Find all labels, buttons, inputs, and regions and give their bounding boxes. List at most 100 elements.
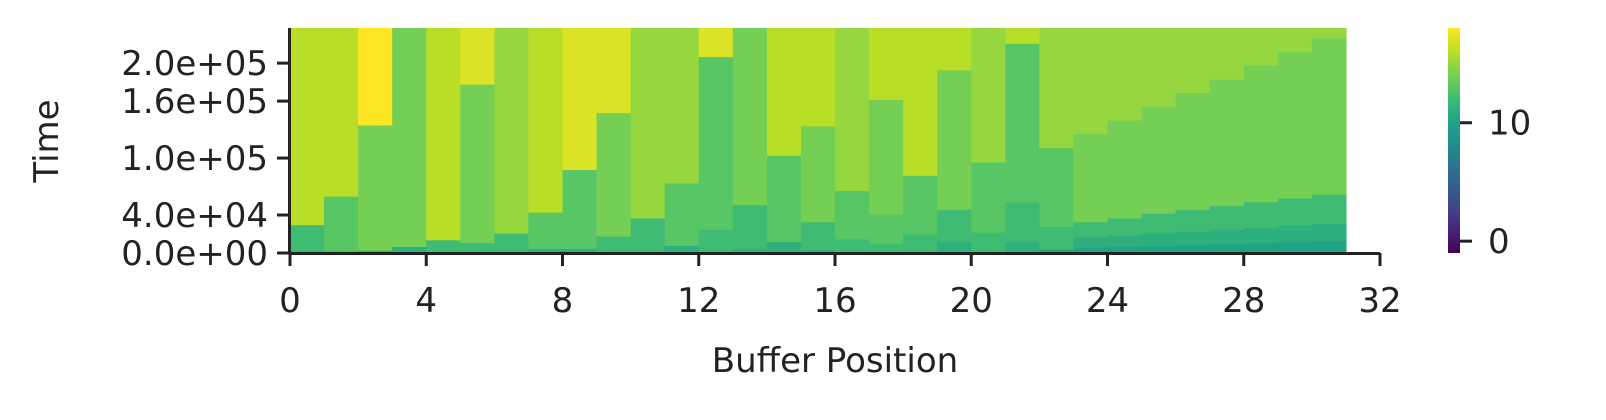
heatmap-cell-col29-seg2 [1277,197,1313,227]
heatmap-cell-col0-seg1 [290,224,325,252]
heatmap-cell-col11-seg1 [664,182,700,247]
heatmap-cell-col15-seg3 [800,28,836,127]
heatmap-cell-col27-seg3 [1209,79,1245,207]
heatmap-cell-col5-seg1 [460,84,495,244]
colorbar-tick-label: 10 [1488,104,1531,144]
y-tick-label: 4.0e+04 [121,196,268,236]
heatmap-cell-col11-seg0 [664,245,700,254]
heatmap-cell-col22-seg0 [1039,249,1075,254]
heatmap-cell-col3-seg0 [392,246,427,254]
heatmap-cell-col28-seg4 [1243,28,1279,66]
y-tick-label: 2.0e+05 [121,44,268,84]
heatmap-cell-col3-seg1 [392,28,427,247]
x-tick-label: 28 [1222,281,1265,321]
x-tick-label: 0 [279,281,301,321]
heatmap-cell-col28-seg3 [1243,65,1279,203]
heatmap-cell-col19-seg2 [937,69,972,210]
heatmap-cell-col5-seg0 [460,242,495,254]
heatmap-cell-col9-seg1 [596,112,632,237]
heatmap-cell-col26-seg1 [1175,231,1211,246]
heatmap-cell-col23-seg0 [1073,247,1109,254]
heatmap-cell-col8-seg1 [562,169,598,249]
heatmap-cell-col2-seg0 [358,250,393,254]
heatmap-cell-col13-seg2 [732,28,768,206]
heatmap-cell-col13-seg1 [732,204,768,249]
heatmap-cell-col22-seg2 [1039,147,1075,228]
heatmap-cell-col27-seg1 [1209,229,1245,245]
heatmap-cell-col25-seg4 [1141,28,1177,107]
heatmap-cell-col21-seg1 [1005,201,1040,243]
heatmap-cell-col14-seg0 [766,241,802,254]
heatmap-cell-col18-seg1 [903,175,938,235]
x-tick-label: 32 [1358,281,1401,321]
heatmap-cell-col7-seg1 [528,212,564,249]
heatmap-cell-col21-seg0 [1005,241,1040,254]
heatmap-cell-col25-seg0 [1141,245,1177,254]
y-axis: 0.0e+004.0e+04 1.0e+05 1.6e+052.0e+05 [121,28,291,274]
heatmap-cell-col22-seg1 [1039,226,1075,250]
heatmap-cell-col12-seg1 [698,56,734,230]
heatmap-cell-col23-seg1 [1073,236,1109,248]
heatmap-cell-col24-seg4 [1107,28,1143,121]
y-tick-label: 1.0e+05 [121,139,268,179]
heatmap-cell-col12-seg2 [698,28,734,58]
heatmap-cell-col9-seg0 [596,235,632,254]
heatmap-cell-col13-seg0 [732,248,768,254]
heatmap-cell-col17-seg1 [869,214,904,245]
heatmap-cell-col27-seg2 [1209,205,1245,230]
heatmap-cell-col21-seg3 [1005,28,1040,44]
heatmap-cell-col16-seg1 [835,190,870,240]
heatmap-cell-col24-seg2 [1107,217,1143,236]
heatmap-cell-col28-seg0 [1243,242,1279,254]
heatmap-cell-col15-seg0 [800,249,836,254]
x-tick-label: 20 [950,281,993,321]
heatmap-cell-col16-seg0 [835,238,870,254]
heatmap-cell-col24-seg0 [1107,246,1143,254]
heatmap-cell-col18-seg2 [903,28,938,176]
heatmap-cell-col21-seg2 [1005,43,1040,203]
heatmap-cell-col27-seg0 [1209,243,1245,254]
heatmap-cell-col23-seg3 [1073,133,1109,223]
x-axis-label: Buffer Position [712,341,958,381]
colorbar [1448,28,1460,253]
heatmap-cell-col29-seg4 [1277,28,1313,53]
heatmap-cell-col25-seg3 [1141,105,1177,214]
heatmap-cell-col19-seg3 [937,28,972,71]
heatmap-cell-col24-seg3 [1107,120,1143,219]
heatmap-cell-col7-seg2 [528,28,564,213]
heatmap-cell-col11-seg2 [664,28,700,184]
heatmap-cell-col2-seg1 [358,124,393,251]
heatmap-cell-col1-seg1 [324,196,359,252]
heatmap-cell-col30-seg2 [1311,194,1347,225]
heatmap-cell-col10-seg0 [630,217,666,254]
heatmap-cell-col20-seg0 [971,232,1006,254]
heatmap-cell-col23-seg4 [1073,28,1109,134]
heatmap-cell-col20-seg2 [971,28,1006,163]
colorbar-tick-label: 0 [1488,222,1510,262]
heatmap-cell-col19-seg1 [937,209,972,243]
heatmap-cell-col28-seg1 [1243,227,1279,244]
heatmap-cell-col25-seg1 [1141,233,1177,246]
heatmap-cell-col20-seg1 [971,161,1006,233]
heatmap-cell-col26-seg3 [1175,92,1211,210]
heatmap-cell-col14-seg2 [766,28,802,156]
heatmap-cell-col23-seg2 [1073,221,1109,238]
heatmap-cell-col27-seg4 [1209,28,1245,80]
heatmap-cell-col26-seg0 [1175,244,1211,254]
heatmap-cell-col15-seg1 [800,221,836,250]
heatmap-cell-col17-seg0 [869,243,904,254]
x-tick-label: 4 [415,281,437,321]
x-tick-label: 16 [813,281,856,321]
heatmap-cell-col16-seg2 [835,28,870,191]
heatmap-cell-col19-seg0 [937,241,972,254]
heatmap-cell-col28-seg2 [1243,201,1279,228]
heatmap-cell-col14-seg1 [766,155,802,243]
heatmap-cell-col4-seg0 [426,239,461,254]
heatmap-cell-col4-seg1 [426,28,461,241]
y-tick-label: 0.0e+00 [121,234,268,274]
heatmap-cell-col5-seg2 [460,28,495,85]
heatmap-cell-col9-seg2 [596,28,632,114]
heatmap-cell-col12-seg0 [698,229,734,254]
y-axis-label: Time [27,99,67,183]
heatmap-cell-col0-seg2 [290,28,325,226]
